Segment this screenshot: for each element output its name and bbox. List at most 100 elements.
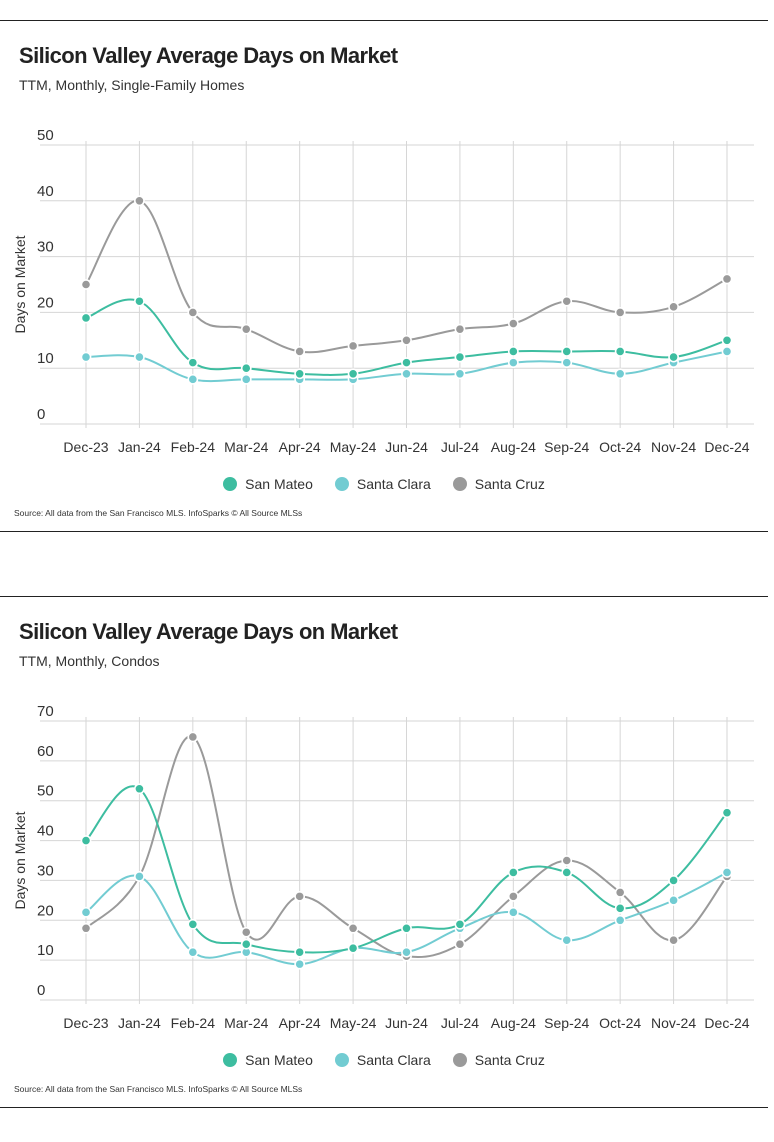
chart-panel-condos: Silicon Valley Average Days on Market TT… bbox=[0, 596, 768, 1108]
x-tick-label-apr-24: Apr-24 bbox=[279, 1015, 321, 1031]
data-point-santa-clara-dec-23 bbox=[80, 906, 92, 918]
y-tick-label: 40 bbox=[37, 823, 54, 840]
data-point-santa-clara-oct-24 bbox=[614, 914, 626, 926]
x-tick-labels: Dec-23 Jan-24 Feb-24 Mar-24 Apr-24 May-24 Jun-… bbox=[63, 439, 749, 455]
x-tick-label-jul-24: Jul-24 bbox=[441, 439, 479, 455]
data-point-santa-clara-jul-24 bbox=[454, 368, 466, 380]
chart-subtitle: TTM, Monthly, Condos bbox=[19, 653, 160, 669]
data-point-san-mateo-feb-24 bbox=[187, 918, 199, 930]
legend-item-santa-clara: Santa Clara bbox=[334, 476, 431, 492]
y-tick-label: 20 bbox=[37, 294, 54, 311]
x-tick-label-may-24: May-24 bbox=[330, 439, 377, 455]
data-point-san-mateo-jul-24 bbox=[454, 918, 466, 930]
data-point-santa-clara-feb-24 bbox=[187, 373, 199, 385]
legend-label: Santa Clara bbox=[356, 476, 431, 492]
data-point-santa-clara-oct-24 bbox=[614, 368, 626, 380]
data-point-santa-cruz-sep-24 bbox=[561, 855, 573, 866]
data-point-san-mateo-may-24 bbox=[347, 942, 359, 954]
data-point-san-mateo-may-24 bbox=[347, 368, 359, 380]
line-chart-condos: 0 10 20 30 40 50 60 70 Dec-23 Jan-24 Feb-24 Mar-24 A… bbox=[12, 703, 754, 1031]
data-point-santa-clara-dec-24 bbox=[721, 867, 733, 878]
y-tick-label: 50 bbox=[37, 127, 54, 144]
x-tick-label-may-24: May-24 bbox=[330, 1015, 377, 1031]
y-tick-labels: 0 10 20 30 40 50 bbox=[37, 127, 54, 423]
data-point-santa-cruz-jun-24 bbox=[401, 334, 412, 346]
x-tick-label-jun-24: Jun-24 bbox=[385, 439, 428, 455]
y-tick-label: 0 bbox=[37, 406, 45, 423]
legend-label: San Mateo bbox=[245, 476, 313, 492]
x-tick-label-mar-24: Mar-24 bbox=[224, 1015, 269, 1031]
y-tick-label: 10 bbox=[37, 350, 54, 367]
y-tick-labels: 0 10 20 30 40 50 60 70 bbox=[37, 703, 54, 999]
data-point-santa-cruz-feb-24 bbox=[187, 731, 199, 743]
data-point-santa-cruz-dec-23 bbox=[80, 279, 92, 290]
y-tick-label: 30 bbox=[37, 862, 54, 879]
data-point-santa-cruz-may-24 bbox=[347, 340, 359, 352]
source-note: Source: All data from the San Francisco … bbox=[14, 508, 303, 518]
data-point-santa-clara-mar-24 bbox=[240, 373, 252, 385]
legend-swatch-icon bbox=[334, 1053, 349, 1067]
data-point-san-mateo-sep-24 bbox=[561, 346, 573, 357]
data-point-san-mateo-aug-24 bbox=[507, 867, 519, 878]
line-chart-single-family: 0 10 20 30 40 50 Dec-23 Jan-24 Feb-24 Mar-24 Apr-2… bbox=[12, 127, 754, 455]
legend-swatch-icon bbox=[223, 477, 238, 491]
legend-item-santa-cruz: Santa Cruz bbox=[452, 1052, 545, 1068]
legend-item-san-mateo: San Mateo bbox=[223, 1052, 313, 1068]
x-tick-label-feb-24: Feb-24 bbox=[171, 439, 216, 455]
legend-swatch-icon bbox=[334, 477, 349, 491]
x-tick-label-jun-24: Jun-24 bbox=[385, 1015, 428, 1031]
x-tick-label-jan-24: Jan-24 bbox=[118, 1015, 161, 1031]
data-point-san-mateo-apr-24 bbox=[294, 368, 306, 380]
y-tick-label: 60 bbox=[37, 743, 54, 760]
source-note: Source: All data from the San Francisco … bbox=[14, 1084, 303, 1094]
y-tick-label: 30 bbox=[37, 239, 54, 256]
data-point-san-mateo-oct-24 bbox=[614, 346, 626, 357]
chart-subtitle: TTM, Monthly, Single-Family Homes bbox=[19, 77, 245, 93]
legend-item-santa-clara: Santa Clara bbox=[334, 1052, 431, 1068]
series-san-mateo bbox=[80, 295, 733, 380]
grid bbox=[40, 141, 754, 428]
data-point-san-mateo-jun-24 bbox=[401, 922, 412, 934]
x-tick-label-nov-24: Nov-24 bbox=[651, 439, 696, 455]
data-point-san-mateo-oct-24 bbox=[614, 902, 626, 914]
data-point-santa-cruz-sep-24 bbox=[561, 295, 573, 307]
data-point-santa-clara-apr-24 bbox=[294, 958, 306, 970]
legend-label: San Mateo bbox=[245, 1052, 313, 1068]
data-point-santa-cruz-jul-24 bbox=[454, 323, 466, 335]
legend-swatch-icon bbox=[452, 477, 467, 491]
data-point-san-mateo-feb-24 bbox=[187, 357, 199, 369]
legend-item-san-mateo: San Mateo bbox=[223, 476, 313, 492]
data-point-santa-cruz-dec-24 bbox=[721, 273, 733, 285]
data-point-santa-clara-aug-24 bbox=[507, 906, 519, 918]
data-point-santa-clara-jan-24 bbox=[134, 351, 145, 363]
data-point-santa-clara-sep-24 bbox=[561, 934, 573, 946]
chart-legend: San Mateo Santa Clara Santa Cruz bbox=[0, 1049, 768, 1071]
data-point-san-mateo-jul-24 bbox=[454, 351, 466, 363]
x-tick-label-dec-24: Dec-24 bbox=[704, 1015, 749, 1031]
data-point-santa-cruz-mar-24 bbox=[240, 323, 252, 335]
y-tick-label: 10 bbox=[37, 942, 54, 959]
data-point-santa-clara-jun-24 bbox=[401, 946, 412, 958]
chart-panel-single-family: Silicon Valley Average Days on Market TT… bbox=[0, 20, 768, 532]
x-tick-label-feb-24: Feb-24 bbox=[171, 1015, 216, 1031]
x-tick-label-sep-24: Sep-24 bbox=[544, 439, 589, 455]
chart-title: Silicon Valley Average Days on Market bbox=[19, 619, 398, 644]
data-point-san-mateo-nov-24 bbox=[668, 351, 679, 363]
x-tick-label-dec-23: Dec-23 bbox=[63, 1015, 108, 1031]
legend-label: Santa Cruz bbox=[474, 476, 545, 492]
data-point-santa-clara-dec-24 bbox=[721, 346, 733, 357]
x-tick-label-oct-24: Oct-24 bbox=[599, 439, 641, 455]
data-point-san-mateo-nov-24 bbox=[668, 875, 679, 886]
data-point-san-mateo-aug-24 bbox=[507, 346, 519, 357]
data-point-santa-clara-sep-24 bbox=[561, 357, 573, 369]
x-tick-label-oct-24: Oct-24 bbox=[599, 1015, 641, 1031]
data-point-san-mateo-dec-24 bbox=[721, 807, 733, 819]
grid bbox=[40, 717, 754, 1004]
data-point-santa-cruz-apr-24 bbox=[294, 346, 306, 357]
data-point-santa-cruz-jan-24 bbox=[134, 195, 145, 207]
data-point-santa-cruz-dec-23 bbox=[80, 922, 92, 934]
x-tick-label-jan-24: Jan-24 bbox=[118, 439, 161, 455]
data-point-santa-cruz-apr-24 bbox=[294, 890, 306, 902]
data-point-santa-cruz-mar-24 bbox=[240, 926, 252, 938]
data-point-san-mateo-dec-24 bbox=[721, 334, 733, 346]
